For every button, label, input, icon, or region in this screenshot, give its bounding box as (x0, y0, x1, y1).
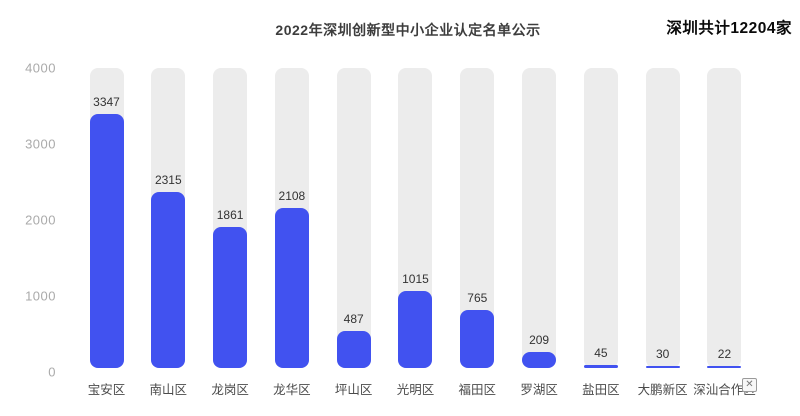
bar-value-label: 22 (717, 347, 732, 361)
bar[interactable] (583, 365, 618, 368)
bar-value-label: 1861 (216, 208, 244, 222)
x-axis-label: 南山区 (149, 383, 188, 397)
bar[interactable] (336, 331, 371, 368)
bar[interactable] (89, 114, 124, 368)
x-axis-label: 光明区 (396, 383, 435, 397)
bar-track: 1861 (213, 68, 248, 368)
x-axis-label: 龙华区 (273, 383, 311, 397)
bar-track: 2315 (151, 68, 186, 368)
bar-column: 1015 光明区 (385, 68, 446, 398)
bar[interactable] (274, 208, 309, 368)
y-tick-label: 0 (48, 364, 56, 380)
bar-track: 45 (583, 68, 618, 368)
bar-column: 3347 宝安区 (76, 68, 137, 398)
bar-track: 209 (522, 68, 557, 368)
y-tick-label: 1000 (25, 288, 56, 304)
bar[interactable] (645, 366, 680, 368)
bar-column: 2108 龙华区 (261, 68, 322, 398)
x-axis-label: 宝安区 (87, 383, 126, 397)
x-axis-label: 福田区 (458, 383, 497, 397)
x-axis-label: 龙岗区 (211, 383, 249, 397)
bar-track: 22 (707, 68, 742, 368)
bar-chart: 0 1000 2000 3000 4000 3347 宝安区 2315 南山区 1861 龙岗区 2… (0, 60, 800, 405)
bar-column: 487 坪山区 (323, 68, 384, 398)
bar-track: 487 (336, 68, 371, 368)
bar-track: 2108 (274, 68, 309, 368)
bar-value-label: 765 (467, 291, 488, 305)
bar-value-label: 30 (655, 347, 670, 361)
bar[interactable] (213, 227, 248, 368)
x-axis-label: 大鹏新区 (637, 383, 688, 397)
bar-value-label: 487 (343, 312, 364, 326)
bar-track: 765 (460, 68, 495, 368)
chart-title: 2022年深圳创新型中小企业认定名单公示 (275, 22, 541, 38)
bar-column: 45 盐田区 (570, 68, 631, 398)
bar-column: 765 福田区 (447, 68, 508, 398)
bar-value-label: 209 (529, 333, 550, 347)
bar-track: 1015 (398, 68, 433, 368)
bar-column: 209 罗湖区 (509, 68, 570, 398)
bar[interactable] (151, 192, 186, 368)
bar-track: 3347 (89, 68, 124, 368)
y-tick-label: 4000 (25, 60, 56, 76)
total-count-badge: 深圳共计12204家 (666, 20, 792, 37)
bar[interactable] (398, 291, 433, 368)
y-tick-label: 3000 (25, 136, 56, 152)
bar-track: 30 (645, 68, 680, 368)
bar[interactable] (707, 366, 742, 368)
bar-value-label: 1015 (402, 272, 429, 286)
bar-value-label: 3347 (93, 95, 120, 109)
bar-value-label: 45 (594, 346, 608, 360)
bar[interactable] (522, 352, 557, 368)
bar-value-label: 2315 (154, 173, 182, 187)
y-axis: 0 1000 2000 3000 4000 (0, 61, 56, 380)
bar[interactable] (460, 310, 495, 368)
plot-area: 3347 宝安区 2315 南山区 1861 龙岗区 2108 龙华区 487 坪山区 1015 光明… (76, 68, 756, 398)
bar-column: 30 大鹏新区 (632, 68, 693, 398)
broken-image-icon: ✕ (742, 378, 757, 392)
x-axis-label: 罗湖区 (520, 383, 558, 397)
bar-value-label: 2108 (278, 189, 306, 203)
x-axis-label: 坪山区 (334, 383, 373, 397)
y-tick-label: 2000 (25, 212, 56, 228)
bar-column: 2315 南山区 (138, 68, 199, 398)
x-axis-label: 深汕合作区 (693, 383, 756, 397)
bar-column: 1861 龙岗区 (200, 68, 261, 398)
x-axis-label: 盐田区 (582, 383, 620, 397)
bar-column: 22 深汕合作区 (693, 68, 756, 398)
